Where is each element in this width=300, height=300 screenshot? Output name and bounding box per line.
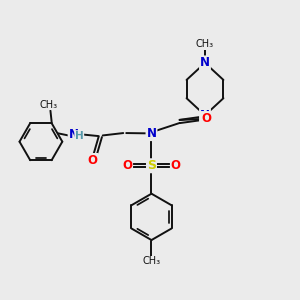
Text: N: N bbox=[200, 109, 210, 122]
Text: O: O bbox=[88, 154, 98, 167]
Text: CH₃: CH₃ bbox=[196, 39, 214, 49]
Text: N: N bbox=[69, 128, 79, 141]
Text: S: S bbox=[147, 159, 156, 172]
Text: CH₃: CH₃ bbox=[40, 100, 58, 110]
Text: CH₃: CH₃ bbox=[142, 256, 160, 266]
Text: O: O bbox=[122, 159, 132, 172]
Text: N: N bbox=[200, 56, 210, 69]
Text: O: O bbox=[201, 112, 211, 125]
Text: O: O bbox=[171, 159, 181, 172]
Text: H: H bbox=[75, 131, 84, 141]
Text: N: N bbox=[146, 127, 157, 140]
